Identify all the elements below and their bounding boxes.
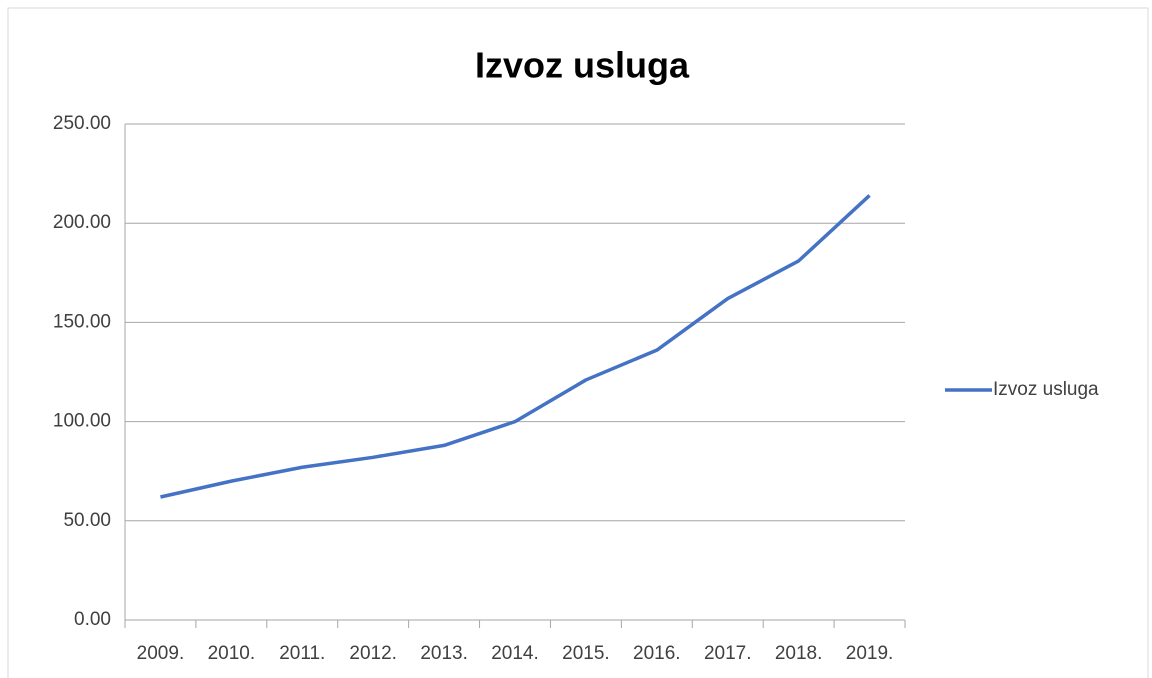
chart-title: Izvoz usluga	[475, 45, 690, 86]
y-tick-label: 100.00	[53, 411, 111, 432]
x-tick-label: 2015.	[562, 643, 610, 664]
chart-frame	[7, 7, 1149, 678]
y-tick-label: 250.00	[53, 113, 111, 134]
x-tick-label: 2010.	[208, 643, 256, 664]
x-tick-label: 2018.	[775, 643, 823, 664]
y-tick-label: 50.00	[63, 510, 111, 531]
y-tick-label: 0.00	[74, 609, 111, 630]
data-line	[160, 194, 871, 499]
legend-label: Izvoz usluga	[993, 379, 1099, 400]
y-tick-label: 200.00	[53, 212, 111, 233]
x-tick-label: 2011.	[279, 643, 325, 664]
x-tick-label: 2014.	[491, 643, 539, 664]
x-tick-label: 2013.	[420, 643, 468, 664]
x-tick-label: 2009.	[137, 643, 185, 664]
x-tick-label: 2019.	[846, 643, 894, 664]
x-tick-label: 2012.	[349, 643, 397, 664]
x-tick-label: 2016.	[633, 643, 681, 664]
y-tick-label: 150.00	[53, 311, 111, 332]
x-tick-label: 2017.	[704, 643, 752, 664]
